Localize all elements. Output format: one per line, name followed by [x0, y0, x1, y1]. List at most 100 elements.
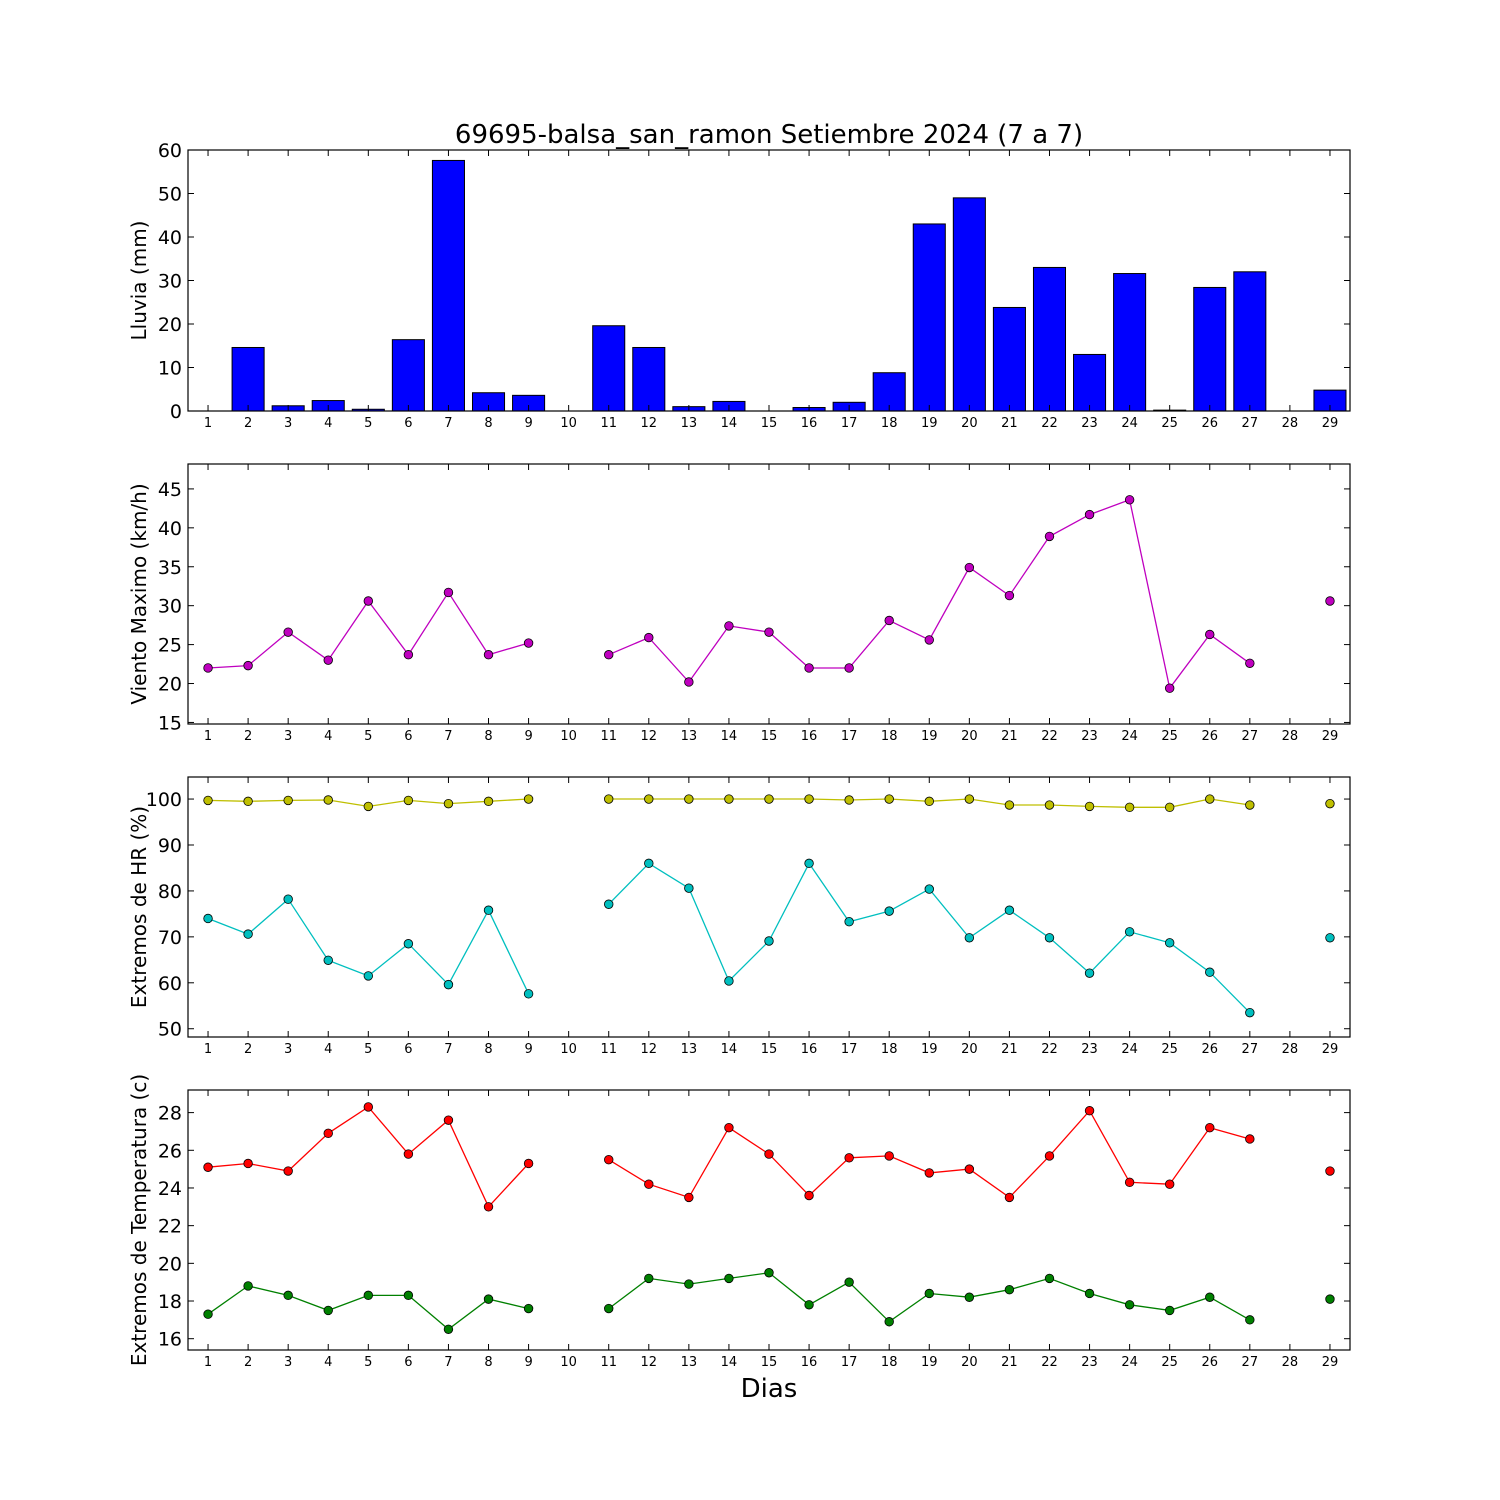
data-point-day-26: [1205, 1122, 1215, 1133]
x-tick-label: 26: [1201, 729, 1218, 744]
x-tick-label: 21: [1001, 416, 1018, 431]
x-tick-label: 15: [761, 1042, 778, 1057]
x-tick-label: 13: [681, 1042, 698, 1057]
x-tick-label: 5: [364, 1042, 372, 1057]
data-point-day-19: [924, 796, 934, 807]
y-axis-label: Viento Maximo (km/h): [127, 483, 151, 704]
x-tick-label: 5: [364, 416, 372, 431]
data-point-day-22: [1044, 933, 1055, 943]
data-point-day-5: [363, 1102, 374, 1112]
x-tick-label: 24: [1121, 729, 1138, 744]
x-tick-label: 15: [761, 416, 778, 431]
data-point-day-21: [1004, 590, 1015, 601]
x-tick-label: 24: [1121, 1355, 1138, 1370]
x-tick-label: 2: [244, 1355, 252, 1370]
data-point-day-29: [1325, 1166, 1335, 1176]
data-point-day-17: [844, 916, 854, 927]
x-tick-label: 11: [600, 729, 617, 744]
data-point-day-2: [243, 1281, 253, 1291]
bar-day-20: [952, 197, 986, 412]
x-tick-label: 10: [560, 1042, 577, 1057]
bar-day-6: [391, 339, 425, 412]
x-tick-label: 13: [681, 1355, 698, 1370]
data-point-day-18: [884, 906, 894, 916]
x-tick-label: 8: [484, 729, 492, 744]
y-tick-label: 60: [158, 140, 182, 162]
x-tick-label: 7: [444, 1355, 452, 1370]
x-tick-label: 23: [1081, 729, 1098, 744]
data-point-day-14: [724, 1273, 734, 1284]
x-tick-label: 13: [681, 416, 698, 431]
data-point-day-2: [243, 796, 253, 807]
x-tick-label: 19: [921, 1042, 938, 1057]
data-point-day-29: [1325, 933, 1335, 943]
x-tick-label: 16: [801, 1042, 818, 1057]
y-tick-label: 18: [158, 1291, 182, 1313]
data-point-day-8: [483, 1202, 494, 1212]
bar-day-27: [1233, 271, 1267, 412]
data-point-day-1: [203, 1162, 213, 1172]
y-tick-label: 20: [158, 674, 182, 696]
data-point-day-27: [1245, 1315, 1255, 1325]
data-point-day-7: [443, 798, 454, 809]
x-tick-label: 23: [1081, 416, 1098, 431]
x-tick-label: 20: [961, 1355, 978, 1370]
data-point-day-22: [1044, 800, 1055, 810]
data-point-day-21: [1004, 1192, 1015, 1203]
y-tick-label: 16: [158, 1329, 182, 1351]
data-point-day-8: [483, 650, 494, 660]
x-tick-label: 3: [284, 416, 292, 431]
bar-day-12: [632, 346, 666, 412]
data-point-day-8: [483, 905, 494, 915]
x-tick-label: 18: [881, 416, 898, 431]
y-tick-label: 26: [158, 1140, 182, 1162]
data-point-day-5: [363, 1290, 374, 1301]
data-point-day-29: [1325, 1294, 1335, 1304]
x-tick-label: 22: [1041, 1042, 1058, 1057]
x-tick-label: 25: [1161, 416, 1178, 431]
x-tick-label: 13: [681, 729, 698, 744]
data-point-day-19: [924, 1288, 934, 1299]
data-point-day-14: [724, 1122, 734, 1133]
x-tick-label: 22: [1041, 1355, 1058, 1370]
data-point-day-7: [443, 979, 454, 990]
data-point-day-12: [644, 794, 654, 804]
x-tick-label: 1: [204, 1042, 212, 1057]
data-point-day-7: [443, 1115, 454, 1125]
data-point-day-26: [1205, 794, 1215, 804]
series-2: [203, 1268, 1335, 1334]
plot-frame: [187, 149, 1351, 412]
x-tick-label: 17: [841, 729, 858, 744]
x-tick-label: 9: [524, 729, 532, 744]
y-tick-label: 10: [158, 358, 182, 380]
x-tick-label: 4: [324, 1042, 332, 1057]
data-point-day-15: [764, 794, 774, 804]
bar-day-21: [992, 306, 1026, 412]
data-point-day-25: [1164, 938, 1175, 948]
x-tick-label: 27: [1242, 1355, 1259, 1370]
x-tick-label: 17: [841, 1355, 858, 1370]
series-line-segment: [608, 1109, 1250, 1199]
series-line-segment: [207, 1106, 530, 1208]
y-tick-label: 90: [158, 835, 182, 857]
series-1: [231, 159, 1347, 412]
x-tick-label: 11: [600, 1355, 617, 1370]
data-point-day-2: [243, 660, 253, 671]
data-point-day-8: [483, 1294, 494, 1304]
data-point-day-24: [1124, 495, 1135, 505]
x-tick-label: 6: [404, 1042, 412, 1057]
y-tick-label: 0: [170, 401, 182, 423]
data-point-day-16: [804, 1300, 814, 1310]
data-point-day-18: [884, 1317, 894, 1327]
plot-frame: [187, 776, 1351, 1038]
data-point-day-25: [1164, 683, 1175, 693]
data-point-day-3: [283, 627, 293, 637]
x-tick-label: 27: [1242, 1042, 1259, 1057]
x-tick-label: 18: [881, 1042, 898, 1057]
x-tick-label: 23: [1081, 1355, 1098, 1370]
chart-panel-1: 69695-balsa_san_ramon Setiembre 2024 (7 …: [127, 120, 1351, 431]
x-tick-label: 24: [1121, 1042, 1138, 1057]
x-tick-label: 9: [524, 1042, 532, 1057]
x-axis-label: Dias: [741, 1374, 798, 1404]
data-point-day-5: [363, 971, 374, 981]
